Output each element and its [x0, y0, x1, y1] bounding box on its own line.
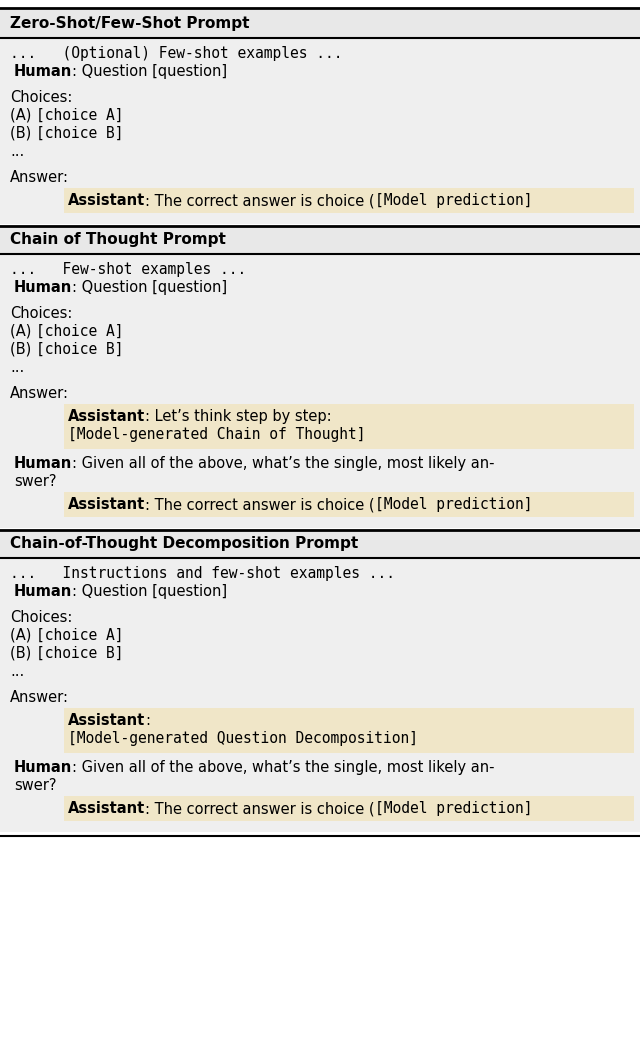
Text: swer?: swer?	[14, 778, 56, 793]
Text: ...   Instructions and few-shot examples ...: ... Instructions and few-shot examples .…	[10, 565, 395, 581]
Bar	[0, 254, 640, 528]
Text: : The correct answer is choice (: : The correct answer is choice (	[145, 801, 375, 816]
Text: [choice B]: [choice B]	[36, 342, 124, 357]
Text: Human: Human	[14, 64, 72, 79]
Bar	[0, 38, 640, 224]
Text: [Model prediction]: [Model prediction]	[375, 193, 532, 208]
Text: ...   Few-shot examples ...: ... Few-shot examples ...	[10, 262, 246, 277]
Bar	[64, 188, 634, 213]
Text: : Given all of the above, what’s the single, most likely an-: : Given all of the above, what’s the sin…	[72, 760, 495, 775]
Text: [choice A]: [choice A]	[36, 108, 124, 123]
Text: (B): (B)	[10, 342, 36, 357]
Text: Answer:: Answer:	[10, 170, 69, 185]
Text: [Model prediction]: [Model prediction]	[375, 497, 532, 512]
Bar	[0, 558, 640, 832]
Text: ...: ...	[10, 143, 24, 159]
Text: Answer:: Answer:	[10, 690, 69, 705]
Text: [choice B]: [choice B]	[36, 126, 124, 141]
Text: Choices:: Choices:	[10, 306, 72, 321]
Text: [Model-generated Question Decomposition]: [Model-generated Question Decomposition]	[68, 731, 418, 746]
Text: Human: Human	[14, 584, 72, 599]
Text: : Question [question]: : Question [question]	[72, 64, 227, 79]
Text: Assistant: Assistant	[68, 409, 145, 424]
Text: Human: Human	[14, 456, 72, 471]
Text: Assistant: Assistant	[68, 193, 145, 208]
Text: Human: Human	[14, 280, 72, 295]
Text: : Given all of the above, what’s the single, most likely an-: : Given all of the above, what’s the sin…	[72, 456, 495, 471]
Text: swer?: swer?	[14, 474, 56, 490]
Bar	[0, 9, 640, 38]
Text: : The correct answer is choice (: : The correct answer is choice (	[145, 193, 375, 208]
Text: : The correct answer is choice (: : The correct answer is choice (	[145, 497, 375, 512]
Text: ...: ...	[10, 360, 24, 375]
Text: : Question [question]: : Question [question]	[72, 584, 227, 599]
Bar	[64, 492, 634, 517]
Text: [Model-generated Chain of Thought]: [Model-generated Chain of Thought]	[68, 427, 365, 442]
Text: Assistant: Assistant	[68, 497, 145, 512]
Text: :: :	[145, 713, 150, 728]
Text: [Model prediction]: [Model prediction]	[375, 801, 532, 816]
Text: (A): (A)	[10, 324, 36, 339]
Text: ...   (Optional) Few-shot examples ...: ... (Optional) Few-shot examples ...	[10, 46, 342, 61]
Text: Answer:: Answer:	[10, 386, 69, 401]
Text: Chain-of-Thought Decomposition Prompt: Chain-of-Thought Decomposition Prompt	[10, 536, 358, 551]
Bar	[64, 797, 634, 821]
Bar	[64, 404, 634, 449]
Text: [choice B]: [choice B]	[36, 646, 124, 661]
Bar	[0, 226, 640, 254]
Text: [choice A]: [choice A]	[36, 324, 124, 339]
Text: (B): (B)	[10, 646, 36, 661]
Text: Human: Human	[14, 760, 72, 775]
Text: Chain of Thought Prompt: Chain of Thought Prompt	[10, 232, 226, 247]
Text: [choice A]: [choice A]	[36, 628, 124, 642]
Text: (B): (B)	[10, 126, 36, 141]
Text: (A): (A)	[10, 108, 36, 123]
Text: : Let’s think step by step:: : Let’s think step by step:	[145, 409, 332, 424]
Bar	[64, 708, 634, 753]
Text: Assistant: Assistant	[68, 801, 145, 816]
Text: Assistant: Assistant	[68, 713, 145, 728]
Text: : Question [question]: : Question [question]	[72, 280, 227, 295]
Text: Choices:: Choices:	[10, 610, 72, 625]
Text: (A): (A)	[10, 628, 36, 642]
Bar	[0, 530, 640, 558]
Text: ...: ...	[10, 664, 24, 679]
Text: Zero-Shot/Few-Shot Prompt: Zero-Shot/Few-Shot Prompt	[10, 16, 250, 31]
Text: Choices:: Choices:	[10, 90, 72, 106]
